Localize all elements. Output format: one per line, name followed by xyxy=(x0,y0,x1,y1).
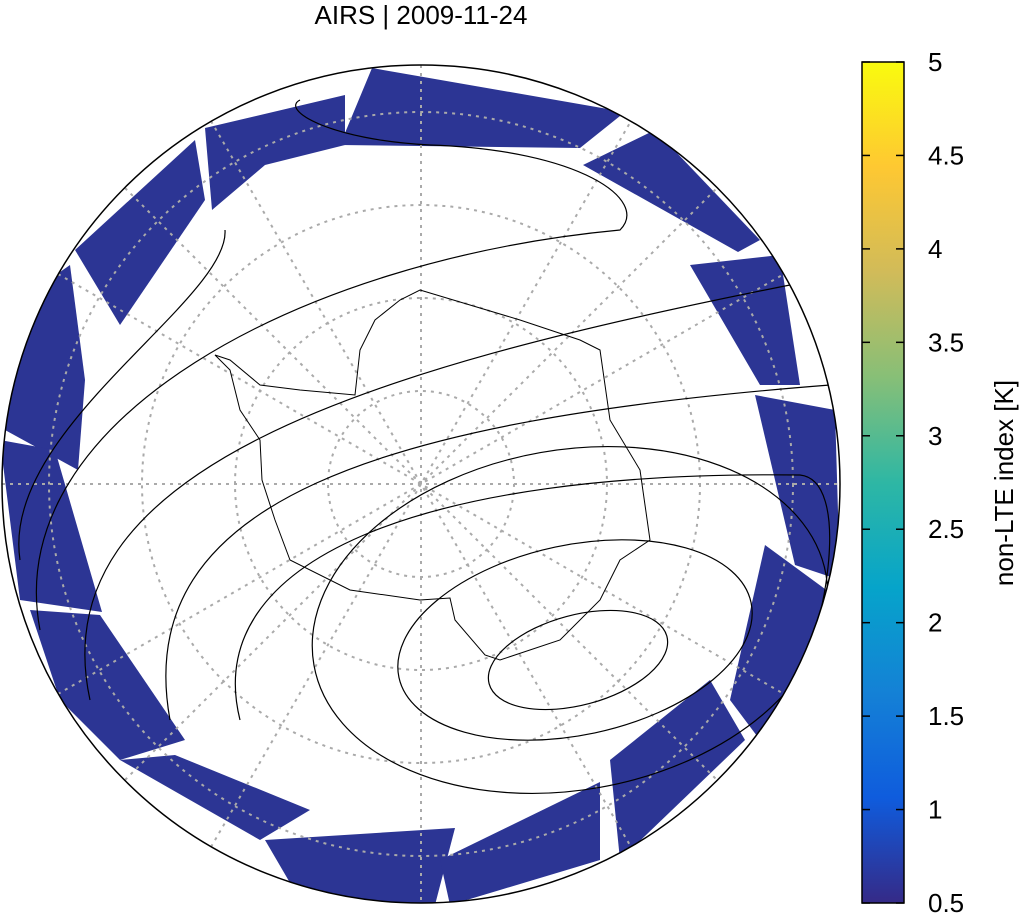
tick-label: 3 xyxy=(928,421,942,451)
graticule xyxy=(2,65,840,903)
title: AIRS | 2009-11-24 xyxy=(315,0,528,30)
tick-label: 0.5 xyxy=(928,888,964,913)
tick-label: 4.5 xyxy=(928,140,964,170)
globe-outline xyxy=(1,64,841,904)
colorbar: 0.5 1 1.5 2 2.5 3 3.5 4 4.5 5 xyxy=(861,47,964,918)
swaths xyxy=(2,68,840,903)
contours xyxy=(18,99,831,794)
colorbar-label: non-LTE index [K] xyxy=(989,380,1019,586)
tick-label: 3.5 xyxy=(928,327,964,357)
tick-label: 1.5 xyxy=(928,701,964,731)
coastline xyxy=(214,289,651,661)
tick-label: 4 xyxy=(928,234,942,264)
colorbar-fill xyxy=(861,61,905,904)
tick-label: 2 xyxy=(928,608,942,638)
tick-label: 5 xyxy=(928,47,942,77)
tick-label: 1 xyxy=(928,795,942,825)
tick-label: 2.5 xyxy=(928,514,964,544)
map xyxy=(2,65,840,903)
